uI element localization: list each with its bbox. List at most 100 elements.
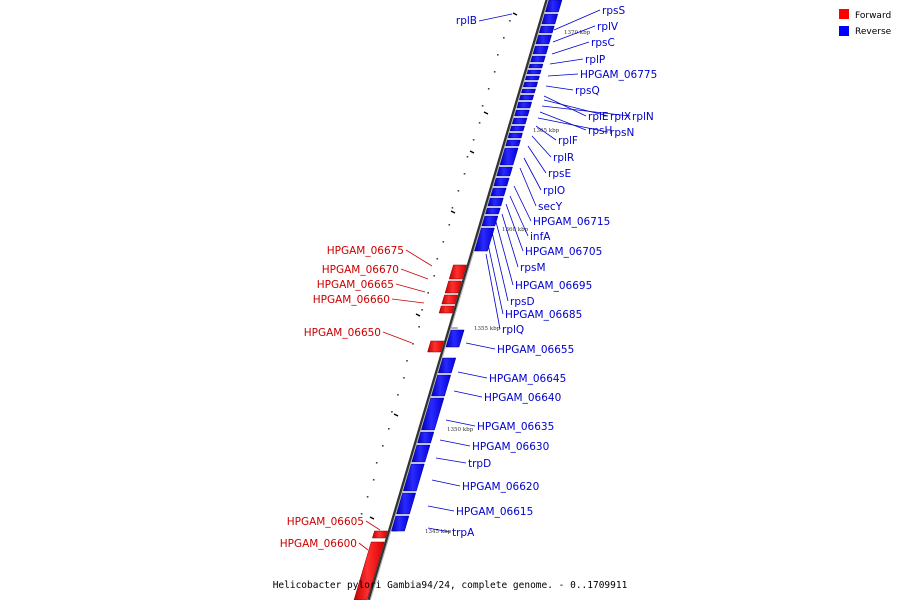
forward-gene-feature <box>353 541 385 600</box>
backbone-dot <box>403 377 405 379</box>
label-leader-line <box>535 125 557 141</box>
gene-label: rpsD <box>510 296 535 308</box>
label-leader-line <box>485 253 501 330</box>
label-leader-line <box>553 9 601 31</box>
reverse-gene-feature <box>417 431 435 444</box>
label-leader-line <box>439 439 471 447</box>
label-leader-line <box>541 105 631 117</box>
gene-label: rplP <box>585 54 605 66</box>
gene-label: infA <box>530 231 551 243</box>
label-leader-line <box>537 117 609 133</box>
backbone-dot <box>391 411 393 413</box>
reverse-gene-feature <box>511 117 528 125</box>
label-leader-line <box>487 243 504 315</box>
backbone-dot <box>436 258 439 260</box>
backbone-dot <box>372 479 375 481</box>
label-leader-line <box>491 231 509 302</box>
leader-lines <box>358 9 631 551</box>
legend-forward-swatch <box>839 9 849 19</box>
label-leader-line <box>523 157 542 191</box>
gene-label: HPGAM_06665 <box>317 279 394 291</box>
label-leader-line <box>391 298 425 304</box>
label-leader-line <box>549 58 584 65</box>
reverse-gene-feature <box>431 374 452 397</box>
forward-gene-feature <box>372 530 388 539</box>
backbone-dash <box>450 210 456 214</box>
backbone-dot <box>421 309 423 311</box>
gene-label: rpsE <box>548 168 571 180</box>
label-leader-line <box>453 390 483 398</box>
gene-features <box>353 0 563 600</box>
label-leader-line <box>431 479 461 487</box>
backbone-dot <box>497 54 499 56</box>
label-leader-line <box>382 331 413 344</box>
gene-label: HPGAM_06675 <box>327 245 404 257</box>
gene-label: HPGAM_06715 <box>533 216 610 228</box>
label-leader-line <box>551 41 590 55</box>
backbone-dash <box>415 313 421 317</box>
backbone-dot <box>360 513 363 515</box>
backbone-dot <box>418 326 420 328</box>
backbone-dot <box>466 156 469 158</box>
reverse-gene-feature <box>522 81 539 88</box>
legend-reverse-swatch <box>839 26 849 36</box>
gene-label: trpA <box>452 527 475 539</box>
reverse-gene-feature <box>541 13 559 25</box>
reverse-gene-feature <box>535 34 552 45</box>
gene-label: rplE <box>588 111 609 123</box>
gene-label: rplR <box>553 152 574 164</box>
label-leader-line <box>531 135 552 158</box>
label-leader-line <box>427 527 451 533</box>
gene-label: rpsM <box>520 262 546 274</box>
label-leader-line <box>545 85 574 91</box>
legend: Forward Reverse <box>839 9 892 37</box>
backbone-dash <box>483 111 489 115</box>
reverse-gene-feature <box>481 215 499 227</box>
forward-gene-feature <box>448 264 467 280</box>
reverse-gene-feature <box>411 444 431 463</box>
forward-gene-feature <box>441 294 458 305</box>
gene-label: HPGAM_06695 <box>515 280 592 292</box>
gene-label: HPGAM_06605 <box>287 516 364 528</box>
gene-label: HPGAM_06650 <box>304 327 381 339</box>
backbone-dot <box>503 37 505 39</box>
reverse-gene-feature <box>524 75 540 81</box>
tick-label: 1350 kbp <box>447 427 474 433</box>
gene-label: HPGAM_06660 <box>313 294 390 306</box>
reverse-gene-feature <box>485 207 501 215</box>
backbone-dot <box>463 173 466 175</box>
reverse-gene-feature <box>391 515 410 532</box>
backbone-dot <box>478 122 481 124</box>
label-leader-line <box>547 73 579 77</box>
reverse-gene-feature <box>516 101 533 109</box>
reverse-gene-feature <box>487 197 504 207</box>
label-leader-line <box>495 221 514 286</box>
backbone-dot <box>448 224 451 226</box>
label-leader-line <box>539 111 587 131</box>
reverse-gene-feature <box>493 177 510 187</box>
backbone-dot <box>433 275 435 277</box>
backbone-dot <box>375 462 378 464</box>
reverse-gene-feature <box>474 227 495 252</box>
gene-label: HPGAM_06615 <box>456 506 533 518</box>
reverse-gene-feature <box>521 88 536 94</box>
tick-label: 1355 kbp <box>474 326 501 332</box>
label-leader-line <box>509 195 529 237</box>
backbone-dot <box>427 292 429 294</box>
reverse-gene-feature <box>437 357 457 374</box>
gene-label: rpsC <box>591 37 615 49</box>
gene-label: HPGAM_06640 <box>484 392 561 404</box>
reverse-gene-feature <box>490 187 507 197</box>
label-leader-line <box>358 542 369 551</box>
legend-forward-label: Forward <box>855 11 891 21</box>
reverse-gene-feature <box>509 125 525 132</box>
reverse-gene-feature <box>530 55 546 63</box>
reverse-gene-feature <box>402 463 425 492</box>
reverse-gene-feature <box>421 397 445 431</box>
backbone-dot <box>397 394 399 396</box>
gene-label: rpsS <box>602 5 625 17</box>
backbone-dot <box>509 20 511 22</box>
gene-label: rpsH <box>588 125 612 137</box>
